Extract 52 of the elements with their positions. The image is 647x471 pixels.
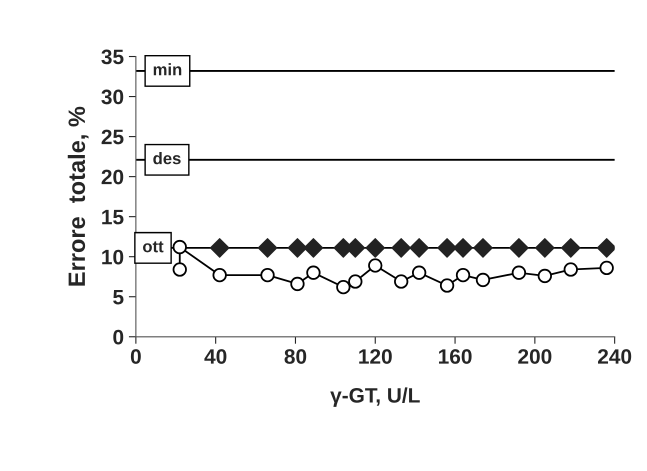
y-tick-label: 0 — [113, 330, 124, 345]
point — [391, 238, 412, 258]
x-tick-label: 240 — [598, 349, 632, 364]
ref-line-label: min — [154, 63, 182, 76]
point — [560, 238, 581, 258]
point — [453, 238, 473, 258]
y-tick-label: 10 — [102, 250, 124, 264]
point — [538, 268, 552, 284]
point — [412, 266, 426, 280]
point — [394, 274, 408, 289]
y-axis-title: Errore totale, % — [68, 106, 89, 286]
point — [210, 238, 230, 258]
ref-line-label: ott — [143, 241, 164, 252]
point — [172, 240, 187, 254]
x-tick-label: 160 — [438, 349, 472, 364]
y-tick-label: 25 — [102, 130, 124, 144]
point — [288, 238, 308, 258]
point — [290, 276, 305, 292]
point — [534, 238, 555, 258]
y-tick-label: 20 — [102, 170, 124, 184]
point — [348, 274, 362, 289]
y-tick-label: 5 — [113, 290, 124, 304]
point — [473, 238, 493, 258]
point — [600, 260, 614, 276]
point — [456, 268, 470, 282]
x-tick-label: 0 — [130, 349, 141, 364]
x-axis-title: γ-GT, U/L — [330, 387, 420, 407]
y-tick-label: 35 — [101, 50, 124, 64]
point — [509, 238, 529, 258]
point — [476, 272, 490, 288]
x-tick-label: 120 — [359, 349, 392, 364]
y-tick-label: 30 — [101, 90, 124, 104]
point — [336, 280, 350, 294]
x-tick-label: 40 — [204, 349, 226, 364]
point — [512, 266, 526, 280]
point — [258, 238, 278, 258]
point — [440, 278, 454, 293]
x-tick-label: 200 — [518, 349, 552, 364]
point — [368, 258, 382, 273]
point — [409, 238, 429, 258]
point — [306, 266, 321, 280]
point — [564, 262, 578, 277]
point — [260, 268, 275, 282]
y-tick-label: 15 — [102, 210, 124, 224]
ref-line-label: des — [153, 152, 181, 164]
point — [437, 238, 457, 258]
point — [365, 238, 386, 258]
x-tick-label: 80 — [284, 349, 306, 364]
point — [212, 268, 227, 282]
point — [172, 262, 187, 277]
point — [304, 238, 324, 258]
point — [596, 238, 615, 258]
